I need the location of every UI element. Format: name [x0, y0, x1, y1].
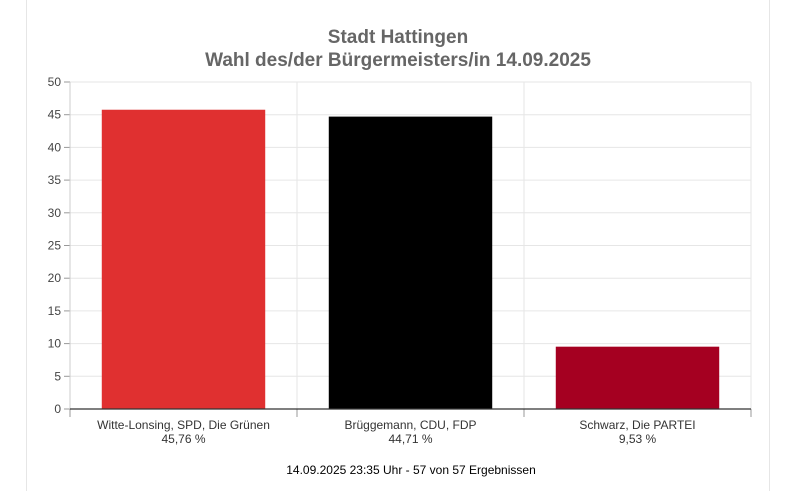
y-tick-label: 0	[54, 402, 61, 416]
category-label: Schwarz, Die PARTEI	[579, 418, 695, 432]
bar	[555, 346, 720, 409]
y-tick-label: 25	[48, 239, 62, 253]
y-tick-label: 35	[48, 173, 62, 187]
y-tick-label: 50	[48, 75, 62, 89]
y-tick-label: 45	[48, 108, 62, 122]
y-axis: 0 5 10 15 20 25 30 35 40 45 50	[48, 75, 71, 416]
value-label: 44,71 %	[388, 432, 432, 446]
y-tick-label: 30	[48, 206, 62, 220]
y-tick-label: 10	[48, 337, 62, 351]
category-label: Brüggemann, CDU, FDP	[344, 418, 476, 432]
y-tick-label: 15	[48, 304, 62, 318]
bar	[328, 116, 493, 409]
category-label: Witte-Lonsing, SPD, Die Grünen	[97, 418, 270, 432]
value-label: 9,53 %	[619, 432, 657, 446]
y-tick-label: 5	[54, 369, 61, 383]
results-footer: 14.09.2025 23:35 Uhr - 57 von 57 Ergebni…	[286, 463, 536, 477]
bars	[101, 109, 720, 409]
chart-title: Stadt Hattingen	[328, 27, 468, 48]
value-label: 45,76 %	[161, 432, 205, 446]
chart-subtitle: Wahl des/der Bürgermeisters/in 14.09.202…	[205, 50, 591, 71]
bar	[101, 109, 266, 409]
chart-frame	[26, 0, 770, 491]
y-tick-label: 40	[48, 140, 62, 154]
y-tick-label: 20	[48, 271, 62, 285]
